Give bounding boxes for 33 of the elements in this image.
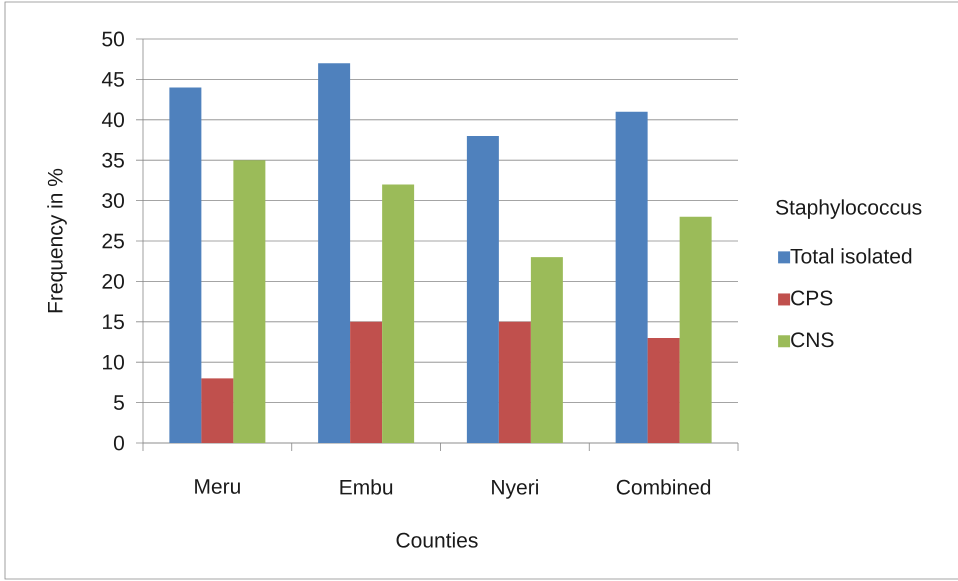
- bar: [350, 322, 382, 443]
- bar: [648, 338, 680, 443]
- x-tick-label: Nyeri: [492, 479, 538, 499]
- legend-label: CPS: [791, 290, 832, 306]
- y-tick-label: 50: [102, 32, 124, 46]
- x-tick-label: Embu: [340, 479, 392, 495]
- legend-title: Staphylococcus: [776, 199, 922, 219]
- y-tick-label: 15: [103, 314, 124, 330]
- bar: [233, 160, 266, 443]
- y-tick-label: 10: [103, 354, 124, 370]
- bar: [201, 378, 234, 443]
- x-axis-title: Counties: [396, 532, 478, 548]
- y-axis-title: Frequency in %: [47, 168, 67, 312]
- bar: [318, 63, 350, 443]
- y-tick-label: 25: [102, 234, 124, 248]
- y-tick-label: 0: [114, 436, 124, 450]
- bar: [169, 87, 202, 443]
- bar: [680, 216, 712, 443]
- y-tick-label: 30: [102, 193, 124, 208]
- bar: [530, 257, 563, 443]
- bar: [616, 112, 648, 443]
- x-tick-label: Meru: [195, 479, 240, 494]
- legend-label: Total isolated: [790, 248, 912, 264]
- bar: [466, 136, 499, 443]
- y-tick-label: 45: [102, 72, 124, 87]
- bar: [382, 184, 414, 443]
- bar: [498, 322, 531, 443]
- y-tick-label: 40: [102, 112, 124, 128]
- legend-label: CNS: [791, 332, 834, 348]
- y-tick-label: 35: [102, 152, 124, 168]
- y-tick-label: 5: [114, 395, 124, 410]
- y-tick-label: 20: [102, 274, 124, 289]
- x-tick-label: Combined: [616, 479, 710, 495]
